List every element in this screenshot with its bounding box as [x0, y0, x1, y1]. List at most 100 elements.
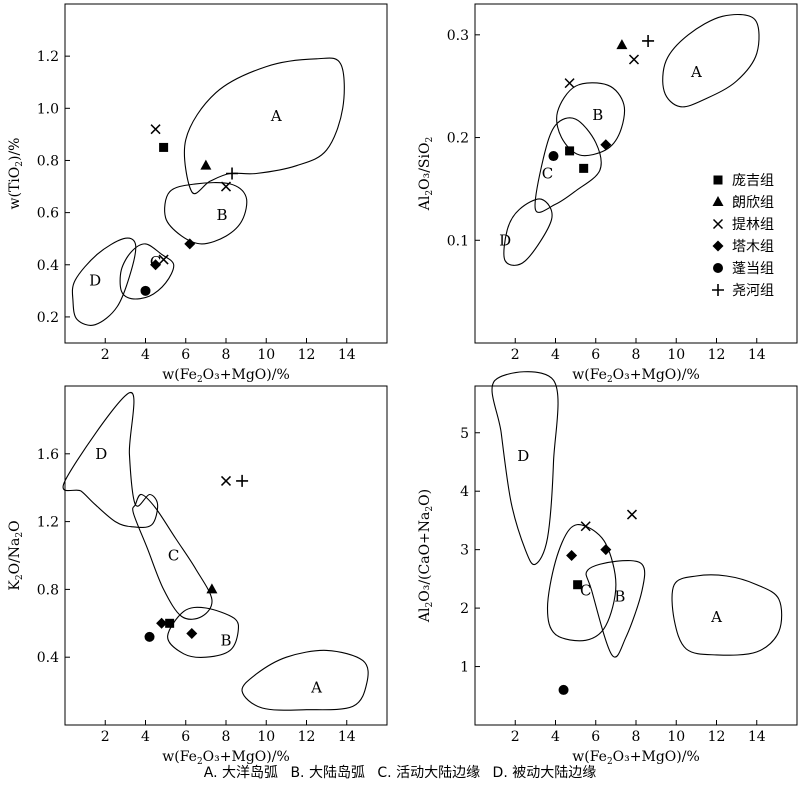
field-A-outline: [183, 57, 345, 195]
x-tick-label: 8: [632, 347, 641, 363]
y-tick-label: 3: [460, 543, 469, 559]
diamond-point: [566, 550, 578, 561]
legend-item-label: 尧河组: [732, 283, 774, 299]
y-tick-label: 0.2: [447, 131, 469, 147]
circle-point: [558, 684, 569, 695]
triangle-point: [200, 159, 212, 170]
figure-caption: A. 大洋岛弧 B. 大陆岛弧 C. 活动大陆边缘 D. 被动大陆边缘: [0, 762, 800, 782]
field-A-outline: [671, 574, 783, 656]
y-axis-label: w(TiO2​)/%: [7, 138, 25, 210]
x-tick-label: 2: [511, 729, 520, 745]
y-tick-label: 0.8: [37, 582, 59, 598]
x-axis-label: w(Fe2​O₃+MgO)/%: [572, 749, 700, 767]
field-A-outline: [241, 649, 369, 711]
legend-item-label: 朗欣组: [732, 195, 774, 211]
field-A-outline: [662, 13, 760, 108]
y-tick-label: 0.8: [37, 153, 59, 169]
chart-al2o3cao: 246810121412345w(Fe2​O₃+MgO)/%Al2​O₃/(Ca…: [417, 371, 798, 767]
x-point: [564, 78, 575, 89]
x-tick-label: 4: [141, 347, 150, 363]
field-B-label: B: [216, 206, 227, 224]
x-tick-label: 4: [141, 729, 150, 745]
field-C-label: C: [580, 582, 591, 600]
plot-frame: [64, 385, 388, 726]
x-tick-label: 10: [667, 729, 685, 745]
x-tick-label: 8: [222, 347, 231, 363]
x-tick-label: 8: [632, 729, 641, 745]
x-point: [580, 521, 591, 532]
chart-tio2: 2 4 6 8 10 12 14 0.2 0.4 0.6 0.8 1.0 1.2 w(Fe2​O₃+MgO…: [7, 3, 388, 385]
field-C-outline: [546, 524, 617, 642]
field-C-outline: [132, 493, 213, 620]
field-D-label: D: [517, 447, 529, 465]
legend-item-label: 塔木组: [732, 239, 774, 255]
x-point: [150, 124, 161, 135]
field-B-label: B: [614, 587, 625, 605]
legend-diamond-icon: [712, 240, 724, 252]
x-tick-label: 6: [181, 347, 190, 363]
caption-d: D. 被动大陆边缘: [492, 765, 597, 781]
triangle-point: [206, 583, 218, 594]
field-D-outline: [62, 392, 159, 529]
circle-point: [144, 631, 155, 642]
y-tick-label: 1.2: [37, 515, 59, 531]
y-tick-label: 1.0: [37, 101, 59, 117]
y-tick-label: 0.3: [447, 28, 469, 44]
y-tick-label: 1: [460, 660, 469, 676]
x-axis-label: w(Fe2​O₃+MgO)/%: [572, 367, 700, 385]
diamond-point: [150, 259, 162, 271]
field-B-outline: [167, 606, 240, 658]
y-tick-label: 0.4: [37, 650, 59, 666]
field-C-outline: [119, 243, 175, 300]
x-axis-label: w(Fe2​O₃+MgO)/%: [162, 749, 290, 767]
legend-triangle-icon: [712, 196, 724, 206]
field-B-outline: [556, 82, 626, 157]
y-tick-label: 1.2: [37, 49, 59, 65]
field-B-outline: [164, 182, 248, 245]
field-D-label: D: [95, 445, 107, 463]
x-tick-label: 2: [511, 347, 520, 363]
x-point: [626, 509, 638, 520]
square-point: [579, 163, 589, 173]
caption-c: C. 活动大陆边缘: [377, 765, 481, 781]
chart-al2o3sio2: 2 4 6 8 10 12 14 0.1 0.2 0.3 w(Fe2​O₃+MgO)/% Al2​O₃…: [417, 3, 798, 385]
field-B-label: B: [220, 631, 231, 649]
x-tick-label: 6: [181, 729, 190, 745]
field-A-label: A: [270, 107, 282, 125]
plus-point: [226, 167, 239, 180]
plot-frame: [64, 3, 388, 344]
diamond-point: [156, 617, 168, 629]
y-tick-label: 4: [460, 484, 469, 500]
legend-circle-icon: [713, 263, 723, 273]
x-tick-label: 8: [222, 729, 231, 745]
y-axis-label: K2​O/Na2​O: [7, 520, 25, 590]
field-D-label: D: [499, 231, 511, 249]
x-tick-label: 2: [101, 347, 110, 363]
x-tick-label: 10: [667, 347, 685, 363]
legend-item-label: 提林组: [732, 217, 774, 233]
x-tick-label: 4: [551, 347, 560, 363]
x-tick-label: 12: [298, 347, 316, 363]
x-axis-label: w(Fe2​O₃+MgO)/%: [162, 367, 290, 385]
square-point: [565, 146, 575, 156]
field-A-label: A: [710, 608, 722, 626]
field-D-outline: [503, 198, 553, 266]
field-A-label: A: [310, 679, 322, 697]
legend-x-icon: [712, 218, 724, 230]
x-point: [158, 254, 169, 265]
field-B-label: B: [592, 106, 603, 124]
square-point: [159, 142, 169, 152]
x-tick-label: 6: [591, 347, 600, 363]
x-tick-label: 6: [591, 729, 600, 745]
triangle-point: [616, 39, 628, 50]
circle-point: [548, 151, 559, 162]
caption-a: A. 大洋岛弧: [203, 765, 278, 781]
field-C-outline: [534, 117, 602, 213]
y-tick-label: 0.1: [447, 233, 469, 249]
field-A-label: A: [690, 63, 702, 81]
square-point: [165, 618, 175, 628]
x-tick-label: 10: [257, 347, 275, 363]
x-tick-label: 10: [257, 729, 275, 745]
